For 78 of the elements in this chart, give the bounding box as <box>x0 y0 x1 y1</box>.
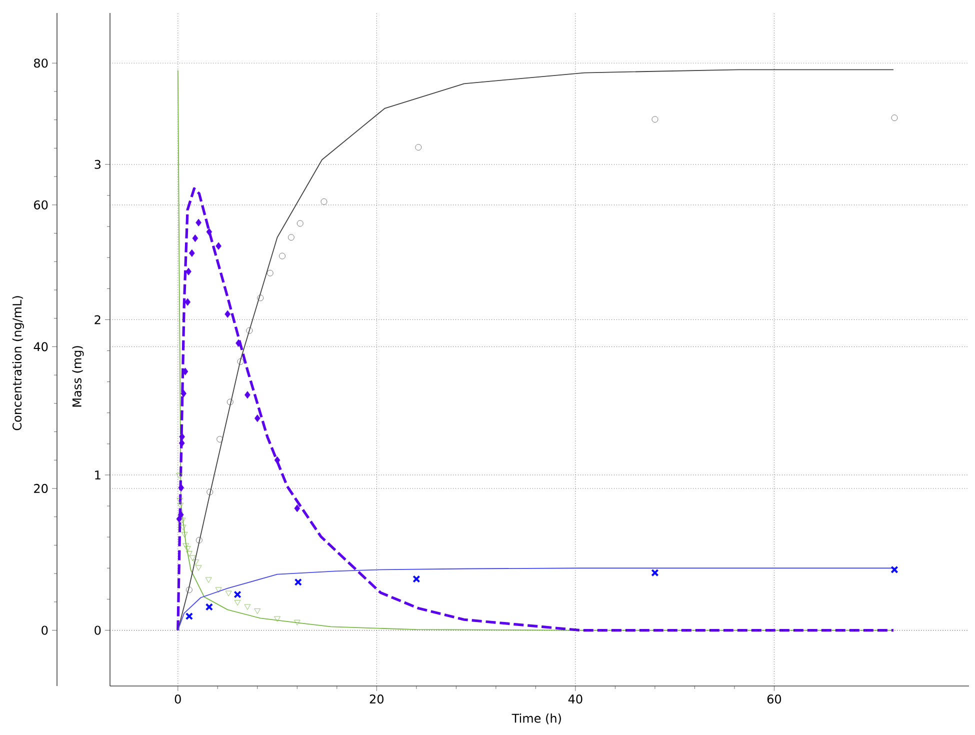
y2-tick-label: 0 <box>94 626 101 635</box>
point <box>176 498 184 504</box>
point <box>244 604 251 610</box>
point <box>189 249 195 257</box>
x-tick-label: 20 <box>370 694 384 704</box>
point <box>254 414 260 422</box>
point <box>186 586 192 594</box>
point <box>189 555 196 561</box>
point <box>181 532 188 538</box>
y-tick-label: 40 <box>34 342 48 352</box>
y2-tick-label: 1 <box>95 470 100 480</box>
y-tick-label: 20 <box>34 484 48 494</box>
point <box>206 228 212 236</box>
point <box>890 566 898 574</box>
point <box>296 220 304 227</box>
point <box>216 436 224 442</box>
line-series <box>177 568 895 631</box>
point <box>178 439 185 447</box>
point <box>195 565 202 571</box>
point <box>294 578 302 586</box>
point <box>294 504 300 512</box>
line-series <box>176 187 895 632</box>
point <box>185 612 194 620</box>
y2-axis-title: Mass (mg) <box>72 346 84 407</box>
point <box>224 310 230 318</box>
y-tick-label: 60 <box>34 200 48 210</box>
point <box>254 608 261 614</box>
point <box>178 510 184 519</box>
point <box>320 198 328 205</box>
point <box>279 252 286 260</box>
point <box>226 398 234 406</box>
point <box>274 616 280 622</box>
point <box>415 144 422 151</box>
x-tick-label: 60 <box>767 694 782 704</box>
y2-tick-label: 3 <box>94 160 101 169</box>
point <box>179 432 185 441</box>
point <box>216 242 222 250</box>
point <box>196 536 202 544</box>
point <box>891 114 898 121</box>
point <box>205 577 212 583</box>
point <box>652 116 658 123</box>
point <box>184 298 191 306</box>
point <box>184 546 191 552</box>
point <box>196 218 202 226</box>
point <box>412 575 420 583</box>
point <box>182 543 189 549</box>
point <box>246 327 253 334</box>
point <box>180 524 186 530</box>
point <box>225 590 232 596</box>
point <box>294 620 300 626</box>
point <box>206 488 214 496</box>
y-axis-title: Concentration (ng/mL) <box>12 296 24 430</box>
x-tick-label: 40 <box>568 694 582 704</box>
point <box>651 568 659 577</box>
point <box>257 294 264 302</box>
point <box>177 502 184 508</box>
point <box>274 456 280 464</box>
point <box>192 560 199 566</box>
point <box>288 234 294 241</box>
point <box>236 339 242 347</box>
point <box>178 484 184 492</box>
point <box>180 390 186 398</box>
y-tick-label: 0 <box>42 626 48 635</box>
point <box>234 600 241 606</box>
point <box>176 473 182 479</box>
point <box>266 270 274 276</box>
point <box>234 590 242 598</box>
y2-tick-label: 2 <box>94 315 100 324</box>
point <box>205 603 214 611</box>
point <box>192 234 198 242</box>
point <box>186 551 192 557</box>
point <box>244 391 250 399</box>
y-tick-label: 80 <box>34 58 48 68</box>
x-tick-label: 0 <box>174 694 181 704</box>
point <box>186 268 192 276</box>
point <box>215 587 222 593</box>
x-axis-title: Time (h) <box>512 714 561 724</box>
point <box>237 358 244 365</box>
